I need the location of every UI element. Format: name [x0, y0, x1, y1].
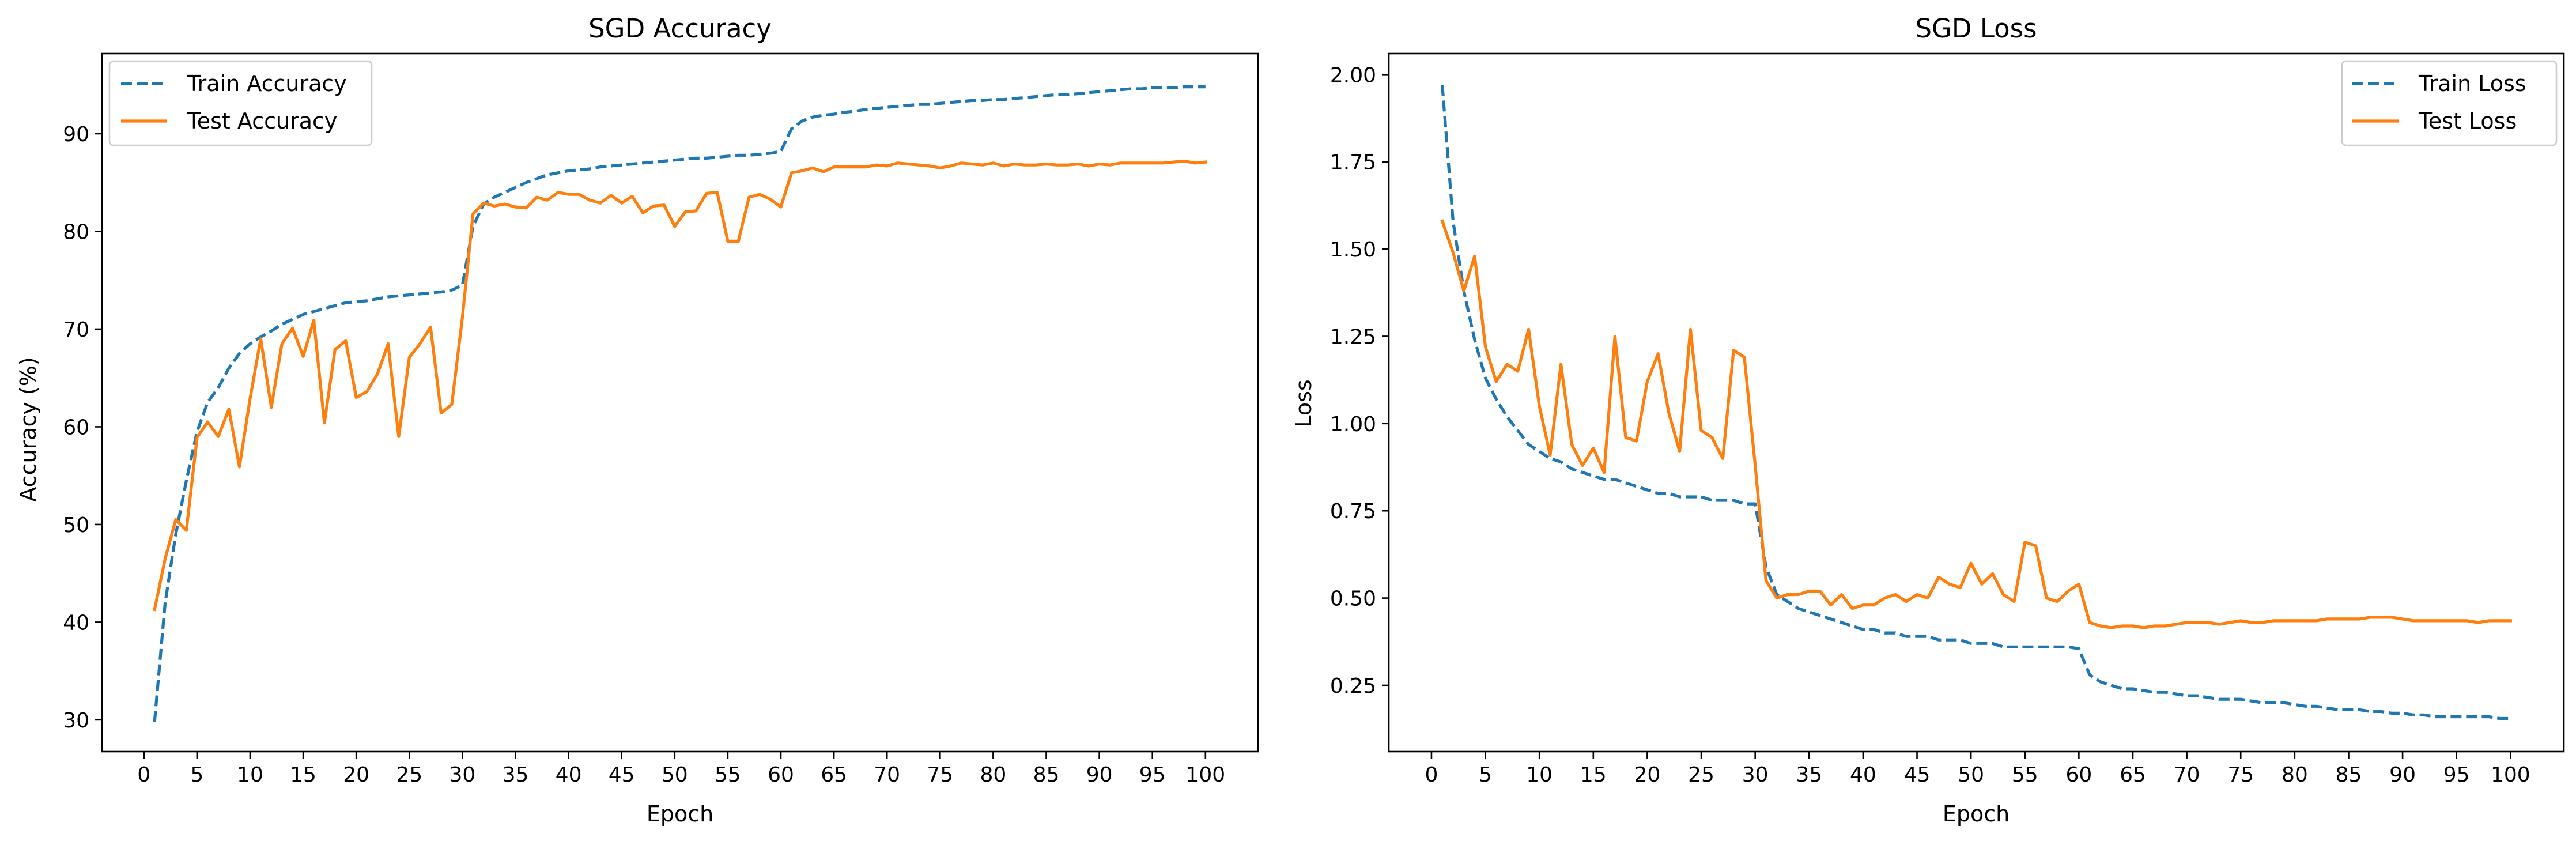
- accuracy-y-tick-label: 80: [63, 220, 89, 244]
- loss-x-tick-label: 5: [1479, 763, 1492, 787]
- loss-x-tick-label: 40: [1850, 763, 1876, 787]
- accuracy-series-line-test: [153, 159, 1207, 612]
- accuracy-legend-box: [108, 60, 373, 146]
- loss-axes-frame: [1388, 52, 2565, 753]
- accuracy-x-tick-label: 20: [343, 763, 369, 787]
- loss-x-tick-label: 95: [2443, 763, 2470, 787]
- loss-y-tick-label: 0.50: [1330, 587, 1376, 611]
- loss-legend-label-train: Train Loss: [2418, 71, 2526, 96]
- accuracy-x-ticks: 0 5 10 15 20 25 30 35 40 45 50 55 60 65 70 75 80 85 90 95 10…: [137, 752, 1225, 787]
- accuracy-x-tick-label: 60: [768, 763, 794, 787]
- loss-x-tick-label: 70: [2174, 763, 2200, 787]
- loss-x-tick-label: 65: [2120, 763, 2146, 787]
- accuracy-y-tick-label: 30: [63, 709, 89, 733]
- loss-x-tick-label: 25: [1688, 763, 1714, 787]
- accuracy-chart-title: SGD Accuracy: [588, 13, 772, 44]
- accuracy-legend-label-train: Train Accuracy: [187, 71, 347, 96]
- accuracy-y-tick-label: 50: [63, 514, 89, 537]
- accuracy-x-tick-label: 95: [1139, 763, 1166, 787]
- accuracy-y-tick-label: 60: [63, 416, 89, 439]
- accuracy-x-tick-label: 5: [190, 763, 203, 787]
- loss-series-line-train: [1441, 85, 2511, 720]
- loss-x-tick-label: 100: [2491, 763, 2530, 787]
- loss-x-axis-label: Epoch: [1943, 801, 2010, 827]
- loss-x-tick-label: 0: [1425, 763, 1438, 787]
- accuracy-legend: Train Accuracy Test Accuracy: [108, 60, 373, 146]
- accuracy-x-tick-label: 15: [290, 763, 316, 787]
- loss-series-line-test: [1440, 219, 2512, 629]
- accuracy-x-tick-label: 100: [1185, 763, 1225, 787]
- loss-x-tick-label: 10: [1526, 763, 1553, 787]
- accuracy-y-tick-label: 90: [63, 123, 89, 146]
- loss-x-tick-label: 60: [2065, 763, 2092, 787]
- loss-x-tick-label: 55: [2012, 763, 2038, 787]
- loss-x-tick-label: 50: [1958, 763, 1984, 787]
- loss-chart: SGD Loss Epoch Loss 0 5 10 15 20 25 30 35 40 45 50…: [1291, 13, 2565, 827]
- accuracy-chart: SGD Accuracy Epoch Accuracy (%) 0 5 10 15 20…: [16, 13, 1259, 827]
- loss-x-tick-label: 90: [2389, 763, 2416, 787]
- loss-legend-label-test: Test Loss: [2418, 108, 2517, 134]
- accuracy-x-tick-label: 0: [137, 763, 150, 787]
- loss-y-ticks: 0.25 0.50 0.75 1.00 1.25 1.50 1.75 2.00: [1330, 63, 1389, 698]
- loss-x-tick-label: 30: [1742, 763, 1769, 787]
- accuracy-y-ticks: 30 40 50 60 70 80 90: [63, 123, 102, 733]
- loss-x-tick-label: 45: [1904, 763, 1931, 787]
- loss-y-tick-label: 1.00: [1330, 413, 1376, 436]
- accuracy-y-axis-label: Accuracy (%): [16, 357, 41, 501]
- accuracy-x-tick-label: 85: [1033, 763, 1060, 787]
- accuracy-y-tick-label: 40: [63, 611, 89, 635]
- accuracy-x-tick-label: 50: [662, 763, 688, 787]
- loss-x-tick-label: 15: [1580, 763, 1607, 787]
- loss-x-tick-label: 35: [1796, 763, 1822, 787]
- accuracy-x-tick-label: 70: [874, 763, 900, 787]
- accuracy-x-tick-label: 40: [556, 763, 582, 787]
- accuracy-x-tick-label: 75: [927, 763, 953, 787]
- loss-y-tick-label: 0.75: [1330, 500, 1376, 523]
- accuracy-plot-lines: [153, 85, 1207, 722]
- loss-plot-lines: [1440, 85, 2512, 720]
- accuracy-y-tick-label: 70: [63, 318, 89, 342]
- loss-y-tick-label: 1.25: [1330, 325, 1376, 349]
- loss-legend: Train Loss Test Loss: [2341, 60, 2558, 146]
- accuracy-x-tick-label: 35: [503, 763, 529, 787]
- accuracy-x-tick-label: 55: [715, 763, 741, 787]
- accuracy-x-axis-label: Epoch: [647, 801, 713, 827]
- accuracy-series-line-train: [153, 85, 1206, 722]
- loss-y-tick-label: 0.25: [1330, 674, 1376, 698]
- accuracy-x-tick-label: 45: [609, 763, 635, 787]
- loss-legend-box: [2341, 60, 2558, 146]
- accuracy-axes-frame: [101, 52, 1259, 753]
- loss-x-tick-label: 20: [1634, 763, 1661, 787]
- loss-x-tick-label: 85: [2336, 763, 2362, 787]
- accuracy-x-tick-label: 25: [396, 763, 422, 787]
- loss-y-tick-label: 1.50: [1330, 238, 1376, 262]
- loss-y-tick-label: 1.75: [1330, 151, 1376, 175]
- loss-y-tick-label: 2.00: [1330, 63, 1376, 87]
- accuracy-x-tick-label: 30: [449, 763, 475, 787]
- loss-chart-title: SGD Loss: [1915, 13, 2037, 44]
- loss-x-tick-label: 75: [2227, 763, 2254, 787]
- accuracy-x-tick-label: 10: [237, 763, 263, 787]
- accuracy-legend-label-test: Test Accuracy: [187, 108, 337, 134]
- accuracy-x-tick-label: 65: [821, 763, 847, 787]
- loss-y-axis-label: Loss: [1291, 379, 1316, 427]
- loss-x-tick-label: 80: [2282, 763, 2308, 787]
- loss-x-ticks: 0 5 10 15 20 25 30 35 40 45 50 55 60 65 70 75 80 85 90 95 10…: [1425, 752, 2530, 787]
- accuracy-x-tick-label: 80: [980, 763, 1007, 787]
- accuracy-x-tick-label: 90: [1086, 763, 1113, 787]
